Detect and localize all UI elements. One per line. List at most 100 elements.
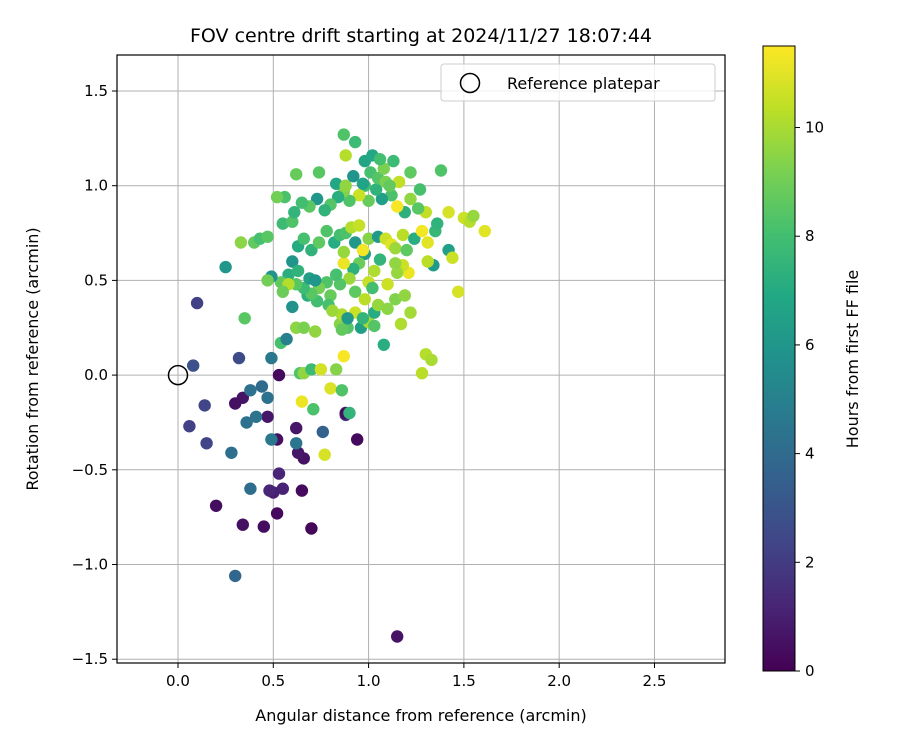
data-point (330, 177, 343, 190)
data-point (446, 251, 459, 264)
data-point (244, 384, 257, 397)
data-point (290, 168, 303, 181)
data-point (280, 332, 293, 346)
data-point (421, 255, 434, 268)
data-point (337, 257, 350, 270)
data-point (415, 367, 429, 380)
data-point (347, 262, 360, 276)
data-point (276, 482, 289, 495)
data-point (316, 425, 329, 439)
chart-title: FOV centre drift starting at 2024/11/27 … (190, 25, 652, 47)
data-point (352, 219, 366, 232)
data-point (297, 232, 310, 245)
y-tick-label: 0.5 (84, 271, 108, 289)
data-point (261, 274, 274, 287)
data-point (270, 507, 284, 520)
data-point (232, 351, 246, 365)
data-point (330, 363, 343, 376)
data-point (265, 433, 278, 446)
legend-marker-icon (459, 72, 481, 94)
data-point (255, 380, 269, 393)
data-point (389, 257, 402, 270)
data-point (209, 499, 223, 512)
data-point (272, 467, 286, 480)
data-point (415, 224, 429, 238)
data-point (362, 194, 375, 207)
data-point (391, 630, 404, 643)
data-point (425, 353, 438, 367)
data-point (305, 522, 318, 535)
data-point (335, 323, 349, 336)
data-point (381, 302, 394, 315)
data-point (351, 433, 364, 446)
data-point (286, 300, 299, 314)
data-point (240, 416, 253, 429)
data-point (408, 232, 421, 245)
data-point (225, 446, 238, 459)
data-point (318, 204, 331, 217)
data-point (467, 209, 480, 223)
data-point (236, 518, 249, 531)
data-point (320, 224, 333, 238)
data-point (297, 321, 310, 334)
data-point (343, 406, 356, 420)
colorbar (762, 45, 796, 672)
data-point (229, 397, 242, 410)
y-axis-ticks: −1.5 −1.0 −0.5 0.0 0.5 1.0 1.5 (72, 82, 117, 668)
data-point (200, 437, 213, 450)
data-point (362, 232, 375, 245)
y-tick-label: 1.0 (84, 177, 108, 195)
data-point (335, 384, 349, 397)
data-point (452, 285, 465, 298)
data-point (198, 399, 211, 412)
legend-label: Reference platepar (507, 74, 660, 93)
data-point (270, 190, 284, 204)
data-point (337, 245, 350, 259)
data-point (404, 306, 417, 319)
data-point (276, 285, 289, 298)
data-point (370, 183, 383, 196)
x-tick-label: 1.5 (452, 672, 476, 690)
data-point (404, 166, 417, 179)
data-point (326, 304, 339, 317)
data-point (339, 179, 352, 192)
data-point (343, 272, 356, 285)
data-point (394, 317, 408, 331)
data-point (265, 351, 278, 365)
data-point (434, 164, 448, 177)
data-point (324, 289, 337, 302)
data-point (377, 162, 390, 175)
y-tick-label: 0.0 (84, 366, 108, 384)
data-point (347, 170, 360, 183)
data-point (478, 224, 491, 238)
data-point (291, 264, 305, 278)
data-point (290, 421, 303, 435)
colorbar-tick-label: 8 (805, 227, 815, 245)
data-points (183, 128, 491, 643)
legend: Reference platepar (440, 63, 716, 102)
x-tick-label: 2.5 (643, 672, 667, 690)
data-point (324, 382, 337, 395)
colorbar-ticks: 0 2 4 6 8 10 (795, 119, 824, 680)
data-point (288, 206, 301, 219)
data-point (183, 420, 196, 433)
data-point (219, 260, 232, 274)
data-point (442, 206, 455, 219)
y-tick-label: −1.5 (72, 650, 108, 668)
data-point (249, 410, 263, 423)
data-point (356, 177, 370, 190)
data-point (387, 154, 400, 168)
data-point (352, 189, 366, 202)
data-point (286, 215, 299, 228)
data-point (314, 363, 328, 376)
data-point (404, 192, 417, 206)
legend-box (440, 63, 716, 102)
data-point (385, 189, 398, 202)
data-point (368, 264, 381, 278)
data-point (272, 368, 286, 382)
data-point (305, 363, 318, 376)
data-point (295, 395, 309, 408)
data-point (305, 243, 318, 257)
data-point (295, 484, 309, 497)
data-point (330, 268, 343, 281)
